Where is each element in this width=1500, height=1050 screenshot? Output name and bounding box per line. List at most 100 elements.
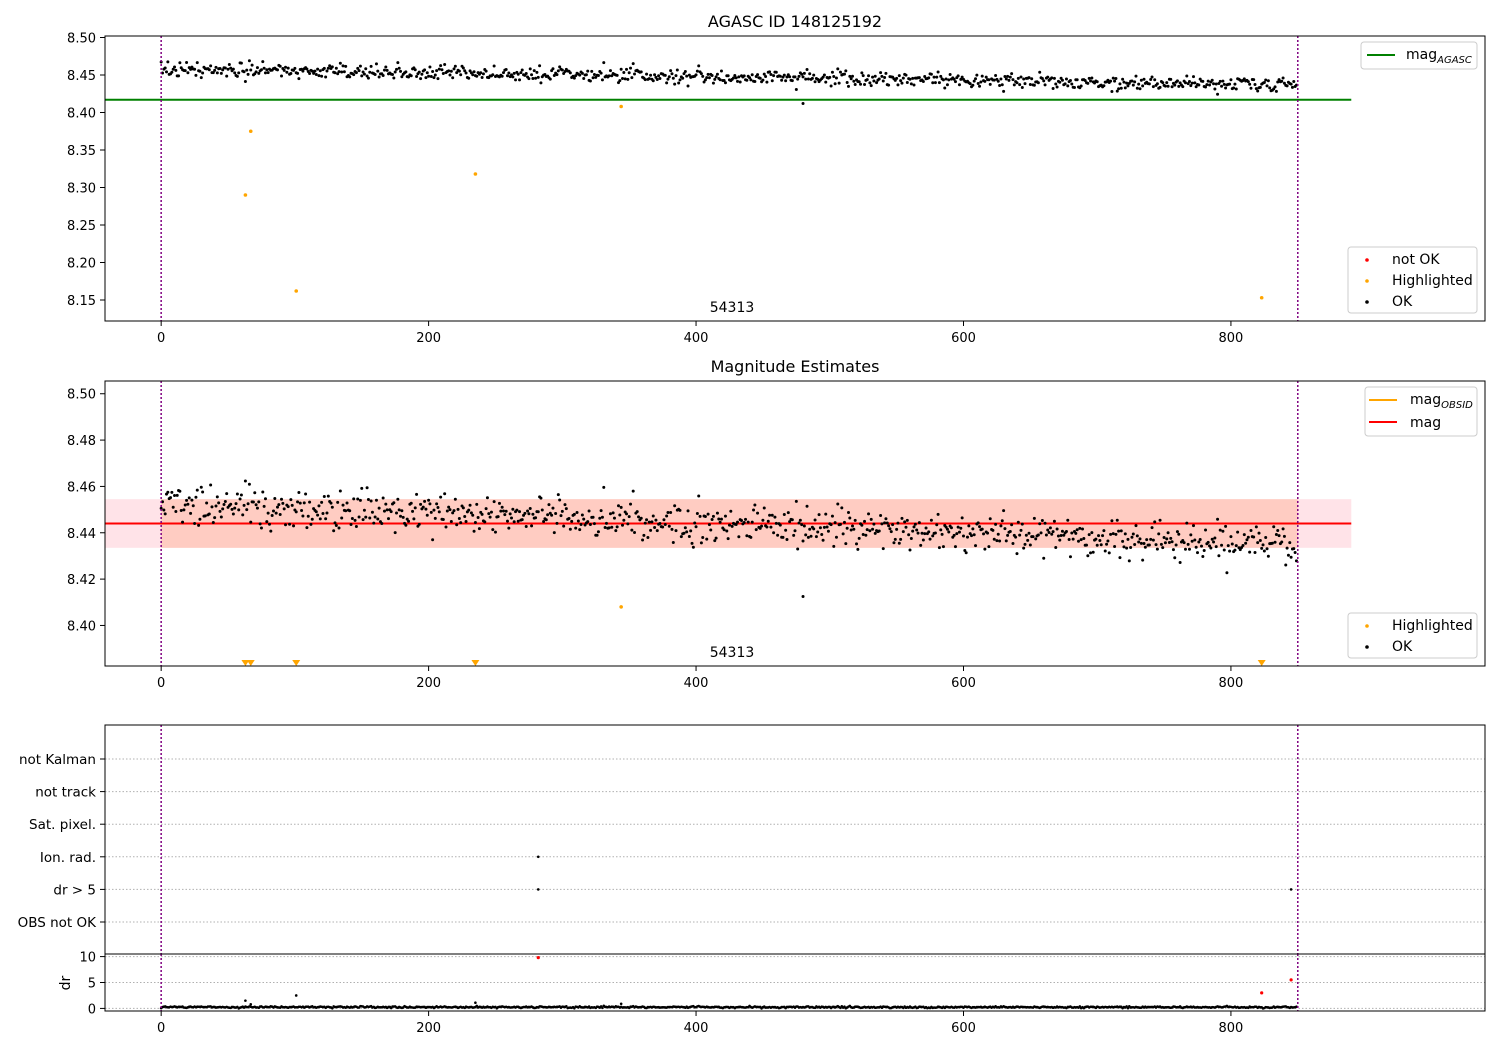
ok-point <box>695 512 699 516</box>
ok-point <box>563 503 567 507</box>
ok-point <box>1006 533 1010 537</box>
ok-point <box>991 528 995 532</box>
ok-point <box>1047 530 1051 534</box>
ok-point <box>312 71 316 75</box>
ok-point <box>1242 533 1246 537</box>
ok-point <box>893 537 897 541</box>
ok-point <box>745 534 749 538</box>
ok-point <box>1246 535 1250 539</box>
ok-point <box>754 528 758 532</box>
ok-point <box>955 532 959 536</box>
ok-point <box>534 516 538 520</box>
ok-point <box>348 75 352 79</box>
ok-point <box>237 71 241 75</box>
ok-point <box>195 61 199 65</box>
ok-point <box>1114 76 1118 80</box>
ok-point <box>372 521 376 525</box>
ok-point <box>1014 535 1018 539</box>
ok-point <box>230 507 234 511</box>
ok-point <box>592 522 596 526</box>
ok-point <box>223 66 227 70</box>
ok-point <box>395 511 399 515</box>
ok-point <box>1095 543 1099 547</box>
ok-point <box>846 511 850 515</box>
ok-point <box>218 66 222 70</box>
ok-point <box>856 547 860 551</box>
ok-point <box>1043 83 1047 87</box>
ok-point <box>417 522 421 526</box>
ok-point <box>1046 75 1050 79</box>
ok-point <box>183 69 187 73</box>
ok-point <box>554 511 558 515</box>
ok-point <box>266 511 270 515</box>
highlighted-point <box>243 193 248 197</box>
ok-point <box>1023 82 1027 86</box>
ok-point <box>1044 533 1048 537</box>
ok-point <box>853 82 857 86</box>
ok-point <box>1151 538 1155 542</box>
ok-point <box>499 509 503 513</box>
ok-point <box>1229 535 1233 539</box>
ok-point <box>535 70 539 74</box>
ok-point <box>1109 79 1113 83</box>
ok-point <box>297 491 301 495</box>
ok-point <box>1217 82 1221 86</box>
ok-point <box>895 76 899 80</box>
ok-point <box>395 67 399 71</box>
ok-point <box>171 505 175 509</box>
ok-point <box>198 517 202 521</box>
ok-point <box>766 519 770 523</box>
ok-point <box>1249 86 1253 90</box>
ok-point <box>278 513 282 517</box>
ok-point <box>1177 84 1181 88</box>
ok-point <box>596 530 600 534</box>
ok-point <box>1102 84 1106 88</box>
ok-point <box>162 508 166 512</box>
ok-point <box>289 71 293 75</box>
ok-point <box>523 511 527 515</box>
ok-point <box>1111 76 1115 80</box>
ok-point <box>1119 86 1123 90</box>
ok-point <box>207 68 211 72</box>
ok-point <box>485 496 489 500</box>
ok-point <box>374 62 378 66</box>
ok-point <box>197 523 201 527</box>
legend-points: Highlighted OK <box>1347 612 1478 659</box>
ok-point <box>974 77 978 81</box>
ok-point <box>1126 84 1130 88</box>
ok-point <box>861 74 865 78</box>
ok-point <box>1208 544 1212 548</box>
ok-point <box>1221 529 1225 533</box>
ok-point <box>439 64 443 68</box>
ok-point <box>671 76 675 80</box>
ok-point <box>750 520 754 524</box>
ok-point <box>254 70 258 74</box>
ok-point <box>941 78 945 82</box>
ok-point <box>618 79 622 83</box>
ok-point <box>907 533 911 537</box>
ok-point <box>976 82 980 86</box>
ok-point <box>614 529 618 533</box>
ok-point <box>1282 534 1286 538</box>
ok-point <box>753 79 757 83</box>
ok-point <box>834 76 838 80</box>
ok-point <box>915 528 919 532</box>
ok-point <box>508 512 512 516</box>
ok-point <box>621 523 624 527</box>
ok-point <box>432 76 436 80</box>
ok-point <box>622 70 626 74</box>
ok-point <box>409 501 413 505</box>
ok-point <box>555 73 559 77</box>
ok-point <box>933 81 937 85</box>
ok-point <box>1079 538 1083 542</box>
ok-point <box>686 509 690 513</box>
y-tick-label: 8.15 <box>67 294 96 309</box>
ok-point <box>1131 532 1135 536</box>
ok-point <box>1099 543 1103 547</box>
ok-point <box>1052 76 1056 80</box>
ok-point <box>818 526 822 530</box>
ok-point <box>1020 86 1024 90</box>
ok-point <box>829 84 833 88</box>
ok-point <box>423 499 427 503</box>
ok-point <box>171 67 175 71</box>
